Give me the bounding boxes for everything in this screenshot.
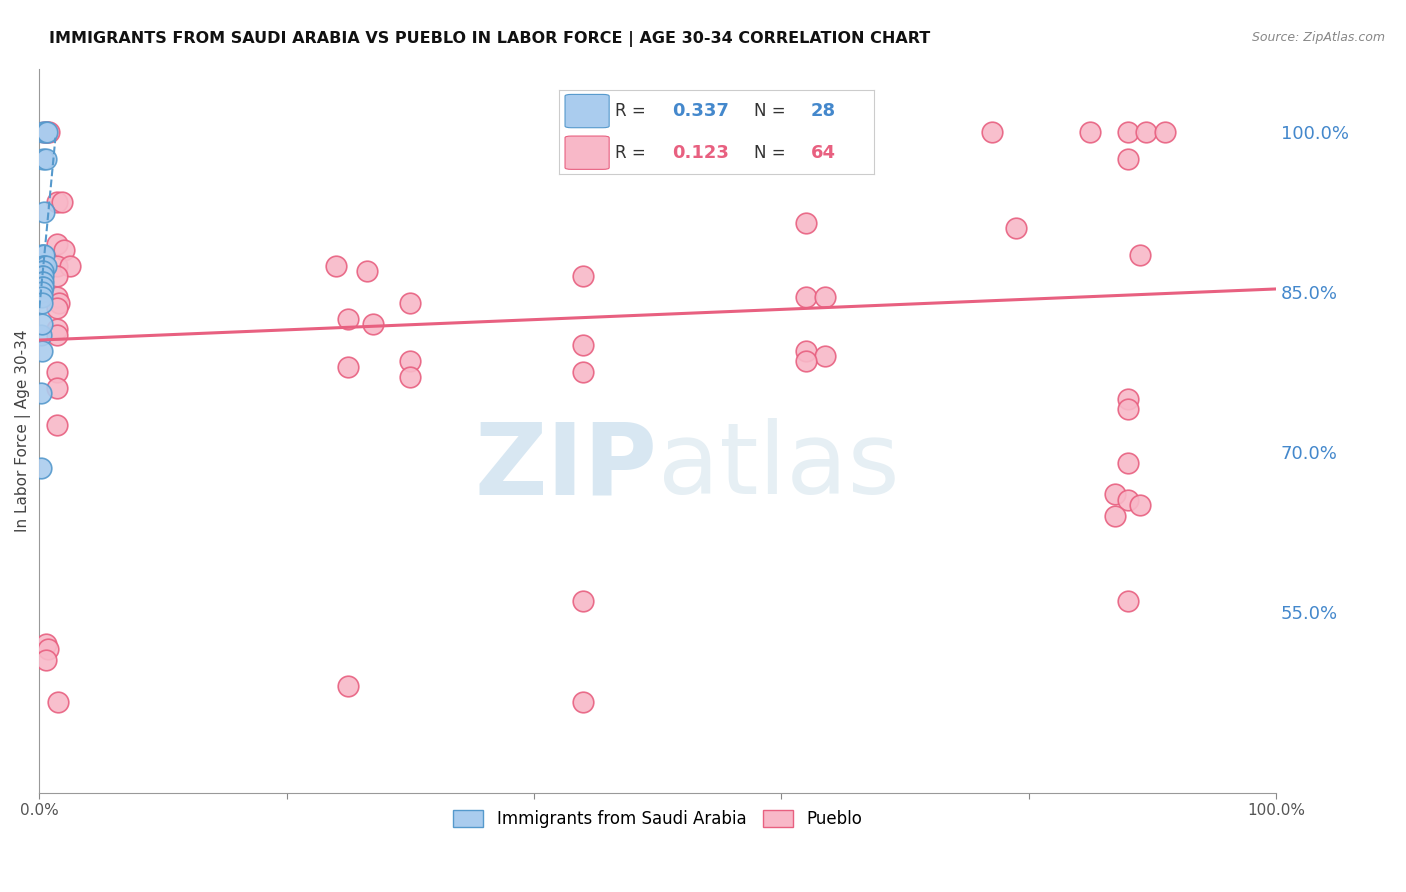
Point: [45, 194, 67, 209]
Point: [32, 259, 55, 273]
Point: [1129, 498, 1152, 512]
Point: [31, 285, 53, 300]
Text: Source: ZipAtlas.com: Source: ZipAtlas.com: [1251, 31, 1385, 45]
Point: [1080, 125, 1102, 139]
Point: [45, 381, 67, 395]
Point: [30, 461, 52, 475]
Point: [1104, 487, 1126, 501]
Point: [337, 679, 360, 693]
Point: [399, 354, 422, 368]
Point: [34, 125, 56, 139]
Point: [32, 248, 55, 262]
Point: [45, 327, 67, 342]
Point: [1116, 392, 1139, 406]
Point: [31, 295, 53, 310]
Point: [45, 237, 67, 252]
Point: [794, 290, 817, 304]
Point: [1116, 152, 1139, 166]
Point: [399, 370, 422, 384]
Point: [31, 280, 53, 294]
Point: [59, 259, 82, 273]
Point: [32, 280, 55, 294]
Point: [32, 152, 55, 166]
Point: [572, 695, 595, 709]
Point: [1116, 125, 1139, 139]
Point: [32, 269, 55, 284]
Point: [32, 264, 55, 278]
Point: [572, 594, 595, 608]
Point: [32, 205, 55, 219]
Point: [1116, 456, 1139, 470]
Point: [32, 275, 55, 289]
Point: [37, 641, 59, 656]
Point: [34, 652, 56, 666]
Point: [356, 264, 378, 278]
Point: [794, 343, 817, 358]
Point: [45, 365, 67, 379]
Point: [32, 248, 55, 262]
Point: [45, 301, 67, 315]
Point: [794, 216, 817, 230]
Point: [1116, 492, 1139, 507]
Point: [45, 418, 67, 433]
Point: [31, 264, 53, 278]
Point: [1104, 508, 1126, 523]
Point: [45, 322, 67, 336]
Point: [794, 354, 817, 368]
Point: [1005, 221, 1028, 235]
Point: [813, 290, 835, 304]
Point: [35, 125, 58, 139]
Point: [51, 194, 73, 209]
Point: [45, 290, 67, 304]
Point: [1153, 125, 1175, 139]
Point: [325, 259, 347, 273]
Point: [48, 295, 70, 310]
Point: [30, 327, 52, 342]
Point: [32, 259, 55, 273]
Point: [34, 259, 56, 273]
Point: [337, 311, 360, 326]
Point: [1116, 402, 1139, 417]
Point: [337, 359, 360, 374]
Point: [572, 338, 595, 352]
Text: atlas: atlas: [658, 418, 900, 516]
Point: [30, 386, 52, 401]
Legend: Immigrants from Saudi Arabia, Pueblo: Immigrants from Saudi Arabia, Pueblo: [447, 804, 869, 835]
Y-axis label: In Labor Force | Age 30-34: In Labor Force | Age 30-34: [15, 329, 31, 532]
Point: [399, 295, 422, 310]
Point: [572, 269, 595, 284]
Point: [34, 636, 56, 650]
Point: [361, 317, 384, 331]
Point: [32, 125, 55, 139]
Point: [1135, 125, 1157, 139]
Point: [35, 125, 58, 139]
Point: [572, 365, 595, 379]
Point: [34, 152, 56, 166]
Point: [31, 290, 53, 304]
Point: [31, 343, 53, 358]
Point: [38, 125, 60, 139]
Point: [813, 349, 835, 363]
Point: [31, 269, 53, 284]
Point: [1116, 594, 1139, 608]
Point: [31, 248, 53, 262]
Text: IMMIGRANTS FROM SAUDI ARABIA VS PUEBLO IN LABOR FORCE | AGE 30-34 CORRELATION CH: IMMIGRANTS FROM SAUDI ARABIA VS PUEBLO I…: [49, 31, 931, 47]
Point: [45, 259, 67, 273]
Text: ZIP: ZIP: [475, 418, 658, 516]
Point: [46, 695, 69, 709]
Point: [32, 125, 55, 139]
Point: [53, 243, 76, 257]
Point: [1129, 248, 1152, 262]
Point: [31, 317, 53, 331]
Point: [31, 275, 53, 289]
Point: [980, 125, 1002, 139]
Point: [45, 269, 67, 284]
